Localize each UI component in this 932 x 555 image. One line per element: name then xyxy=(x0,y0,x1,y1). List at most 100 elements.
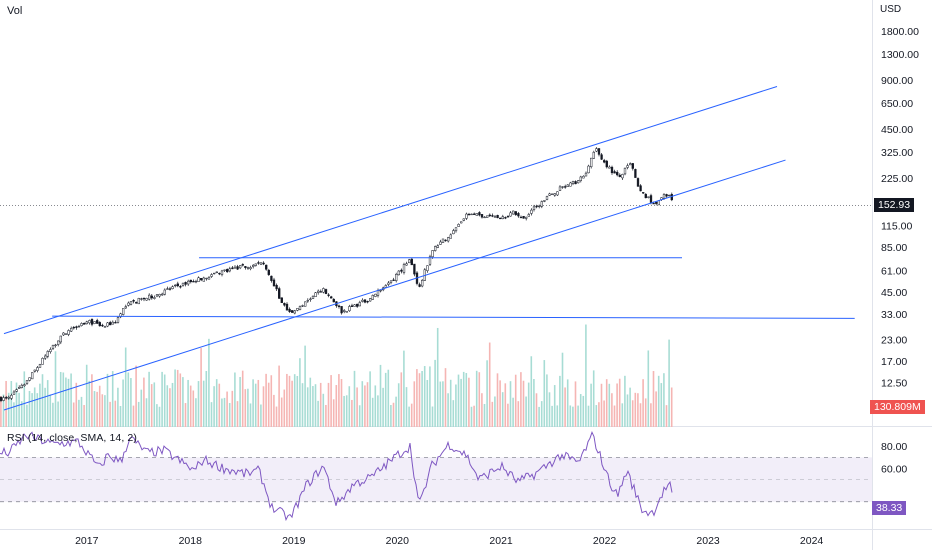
candle-down xyxy=(366,300,369,303)
volume-bar-up xyxy=(59,371,62,427)
candle-down xyxy=(101,324,104,327)
candle-up xyxy=(371,295,374,300)
volume-bar-up xyxy=(423,366,426,427)
candle-down xyxy=(564,186,567,188)
volume-bar-up xyxy=(465,373,468,427)
volume-bar-up xyxy=(387,369,390,427)
volume-bar-up xyxy=(10,381,13,427)
candle-up xyxy=(163,289,166,295)
volume-bar-up xyxy=(525,396,527,427)
volume-bar-down xyxy=(416,369,418,427)
volume-bar-down xyxy=(288,375,291,427)
volume-bar-up xyxy=(556,405,559,427)
candle-up xyxy=(501,216,504,220)
volume-bar-down xyxy=(75,382,78,427)
volume-bar-down xyxy=(642,379,644,427)
candle-up xyxy=(67,330,70,335)
volume-bar-down xyxy=(132,405,135,427)
volume-indicator-label[interactable]: Vol xyxy=(7,5,23,17)
currency-label[interactable]: USD xyxy=(880,4,902,15)
volume-bar-down xyxy=(338,374,340,427)
candle-up xyxy=(70,328,73,332)
candle-down xyxy=(356,303,359,307)
volume-bar-up xyxy=(239,376,241,427)
candle-down xyxy=(496,214,499,219)
candle-up xyxy=(361,299,364,302)
volume-bar-down xyxy=(267,382,270,427)
volume-bar-down xyxy=(179,373,182,427)
volume-bar-up xyxy=(80,396,83,427)
price-tick-label: 45.00 xyxy=(881,287,907,299)
price-tick-label: 225.00 xyxy=(881,173,913,185)
rsi-indicator-label[interactable]: RSI (14, close, SMA, 14, 2) xyxy=(7,432,137,444)
volume-bar-down xyxy=(98,385,101,427)
price-tick-label: 1800.00 xyxy=(881,26,919,38)
candle-up xyxy=(317,290,320,293)
volume-bar-down xyxy=(652,371,655,427)
volume-bar-up xyxy=(384,372,387,427)
candle-down xyxy=(114,322,117,324)
candle-up xyxy=(395,274,398,281)
candle-up xyxy=(530,209,533,214)
volume-bar-up xyxy=(566,379,569,427)
candle-up xyxy=(493,216,497,218)
price-tick-label: 17.00 xyxy=(881,356,907,368)
volume-bar-down xyxy=(280,397,283,427)
volume-bar-down xyxy=(226,391,228,427)
candle-down xyxy=(340,306,343,314)
candle-down xyxy=(0,397,3,401)
volume-bar-up xyxy=(317,400,319,427)
candle-down xyxy=(262,262,265,265)
candle-up xyxy=(15,389,18,392)
candle-down xyxy=(267,269,270,275)
candle-down xyxy=(132,299,135,302)
time-tick-label: 2017 xyxy=(75,535,99,547)
volume-bar-down xyxy=(265,373,267,427)
candle-up xyxy=(18,387,21,389)
volume-bar-up xyxy=(361,381,364,427)
candle-up xyxy=(629,163,632,166)
candle-down xyxy=(330,296,333,299)
rsi-series xyxy=(0,430,673,522)
volume-bar-up xyxy=(210,402,213,427)
candle-up xyxy=(595,148,598,152)
volume-bar-down xyxy=(564,387,566,427)
candle-down xyxy=(218,272,221,275)
volume-bar-up xyxy=(65,377,67,427)
volume-bar-up xyxy=(28,390,31,427)
volume-bar-up xyxy=(449,379,452,427)
candle-down xyxy=(109,322,112,326)
volume-bar-up xyxy=(431,406,434,427)
candle-down xyxy=(288,308,291,313)
candle-up xyxy=(205,277,208,280)
candle-up xyxy=(428,256,432,265)
volume-bar-down xyxy=(634,392,637,427)
volume-bar-up xyxy=(561,352,564,427)
volume-bar-down xyxy=(340,379,343,427)
volume-bar-up xyxy=(585,324,587,427)
candle-up xyxy=(590,157,593,168)
volume-bar-down xyxy=(618,378,621,427)
candle-down xyxy=(597,148,601,155)
candle-down xyxy=(150,295,153,299)
volume-bar-up xyxy=(626,394,629,427)
candle-down xyxy=(291,310,294,313)
candle-up xyxy=(348,306,351,312)
volume-bar-down xyxy=(327,382,330,427)
candle-down xyxy=(179,286,182,288)
volume-bar-up xyxy=(533,379,535,427)
candle-up xyxy=(314,292,317,297)
candle-up xyxy=(551,193,554,195)
candle-up xyxy=(532,206,536,210)
volume-bar-up xyxy=(20,401,23,427)
candle-up xyxy=(436,245,439,248)
volume-bar-down xyxy=(278,365,280,427)
candle-up xyxy=(566,184,569,187)
candle-up xyxy=(64,333,68,335)
candle-down xyxy=(519,216,523,219)
volume-bar-down xyxy=(83,405,85,427)
volume-bar-down xyxy=(332,399,335,427)
candle-down xyxy=(631,163,634,169)
